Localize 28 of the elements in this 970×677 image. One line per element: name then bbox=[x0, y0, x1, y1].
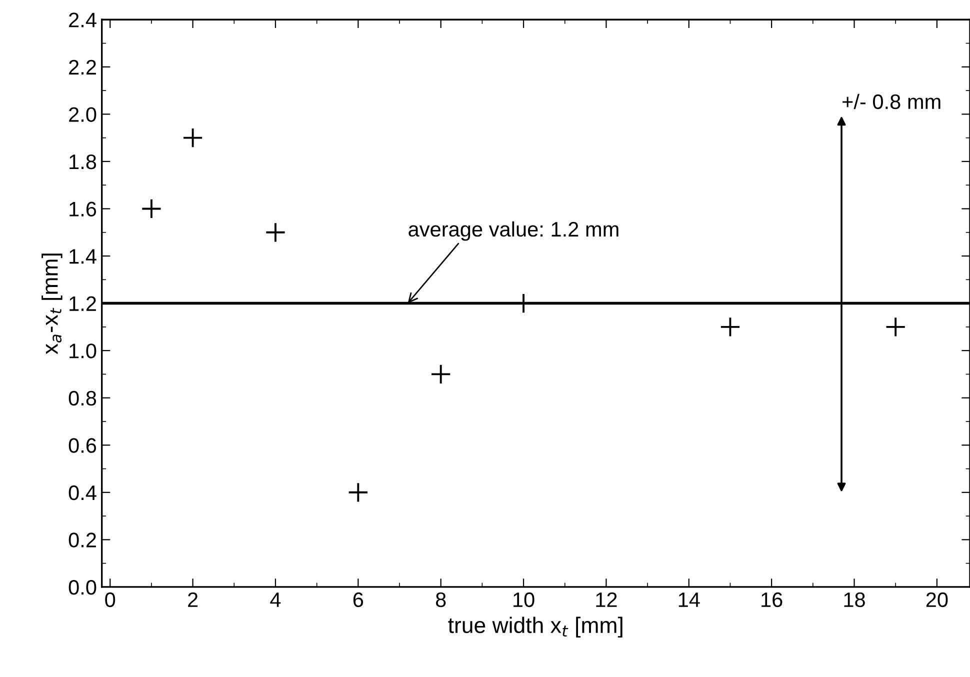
x-tick-label: 0 bbox=[105, 592, 116, 608]
y-tick-label: 1.4 bbox=[70, 249, 96, 264]
x-tick-label: 4 bbox=[270, 592, 281, 607]
y-tick-label: 2.0 bbox=[69, 107, 96, 122]
x-axis-title: true width x$_{t}$ [mm] bbox=[448, 616, 622, 638]
x-tick-label: 16 bbox=[762, 592, 782, 608]
x-tick-label: 10 bbox=[514, 592, 534, 608]
x-tick-label: 8 bbox=[436, 592, 446, 608]
y-tick-label: 1.6 bbox=[70, 202, 96, 216]
x-tick-label: 14 bbox=[678, 592, 700, 607]
x-tick-label: 20 bbox=[926, 592, 948, 608]
y-tick-label: 1.2 bbox=[70, 296, 96, 311]
y-tick-label: 0.8 bbox=[68, 390, 96, 406]
y-tick-label: 1.0 bbox=[70, 344, 96, 358]
y-tick-label: 0.4 bbox=[68, 485, 96, 500]
x-tick-label: 6 bbox=[353, 592, 364, 608]
annotation: average value: 1.2 mm bbox=[408, 221, 618, 241]
y-tick-label: 2.2 bbox=[69, 60, 96, 74]
annotation: +/- 0.8 mm bbox=[842, 94, 940, 110]
y-tick-label: 2.4 bbox=[69, 12, 96, 28]
x-tick-label: 2 bbox=[188, 592, 198, 607]
y-tick-label: 0.6 bbox=[68, 438, 96, 453]
y-tick-label: 1.8 bbox=[70, 154, 96, 170]
y-axis-title: x$_{a}$-x$_{t}$ [mm] bbox=[42, 254, 62, 354]
x-tick-label: 12 bbox=[596, 592, 617, 607]
y-tick-label: 0.0 bbox=[68, 580, 96, 595]
y-tick-label: 0.2 bbox=[68, 532, 96, 548]
x-tick-label: 18 bbox=[844, 592, 865, 608]
